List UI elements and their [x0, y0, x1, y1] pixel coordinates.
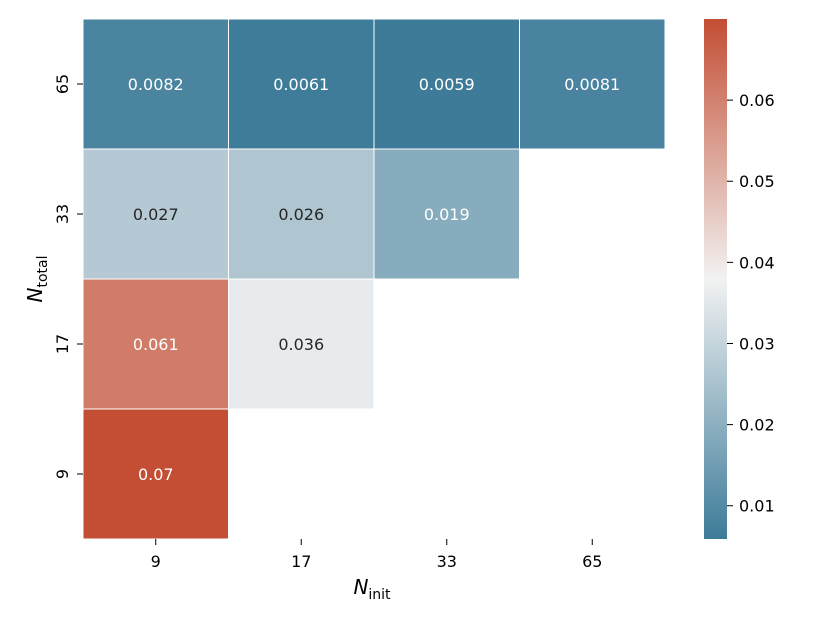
heatmap-cell-17-65	[228, 18, 375, 150]
y-tick-label: 17	[53, 334, 72, 354]
x-tick-label: 17	[291, 552, 311, 571]
colorbar-tick-label: 0.06	[739, 91, 775, 110]
colorbar-tick-label: 0.04	[739, 253, 775, 272]
cell-value-label: 0.061	[133, 335, 179, 354]
heatmap-cell-17-33	[228, 148, 375, 280]
x-tick-label: 9	[151, 552, 161, 571]
cell-value-label: 0.0081	[564, 75, 620, 94]
heatmap-cells	[82, 18, 666, 540]
x-axis-label-main: N	[353, 575, 368, 599]
heatmap-cell-33-33	[373, 148, 520, 280]
y-axis-label-main: N	[23, 287, 47, 302]
y-tick-label: 33	[53, 204, 72, 224]
cell-value-label: 0.026	[278, 205, 324, 224]
cell-value-label: 0.0059	[419, 75, 475, 94]
colorbar-tick-label: 0.01	[739, 497, 775, 516]
y-tick-label: 65	[53, 74, 72, 94]
colorbar-tick-label: 0.02	[739, 416, 775, 435]
heatmap-cell-labels: 0.0082 0.0061 0.0059 0.0081 0.027 0.026 0.019 0…	[128, 75, 620, 484]
x-axis-label: Ninit	[353, 575, 391, 603]
heatmap-cell-9-9	[82, 408, 229, 540]
heatmap-cell-65-65	[519, 18, 666, 150]
x-axis-label-sub: init	[368, 587, 391, 603]
cell-value-label: 0.036	[278, 335, 324, 354]
cell-value-label: 0.07	[138, 465, 174, 484]
heatmap-cell-9-65	[82, 18, 229, 150]
cell-value-label: 0.019	[424, 205, 470, 224]
colorbar: 0.01 0.02 0.03 0.04 0.05 0.06	[704, 19, 775, 539]
y-tick-label: 9	[53, 469, 72, 479]
x-tick-label: 33	[437, 552, 457, 571]
colorbar-tick-label: 0.03	[739, 334, 775, 353]
y-axis-label-sub: total	[35, 256, 51, 288]
heatmap-cell-33-65	[373, 18, 520, 150]
heatmap-cell-9-17	[82, 278, 229, 410]
x-tick-label: 65	[582, 552, 602, 571]
heatmap-cell-17-17	[228, 278, 375, 410]
colorbar-gradient	[704, 19, 727, 539]
heatmap-cell-9-33	[82, 148, 229, 280]
cell-value-label: 0.0061	[273, 75, 329, 94]
y-axis-label: Ntotal	[23, 256, 51, 303]
x-axis: 9 17 33 65	[151, 539, 602, 571]
y-axis: 65 33 17 9	[53, 74, 83, 479]
colorbar-tick-label: 0.05	[739, 172, 775, 191]
cell-value-label: 0.027	[133, 205, 179, 224]
cell-value-label: 0.0082	[128, 75, 184, 94]
